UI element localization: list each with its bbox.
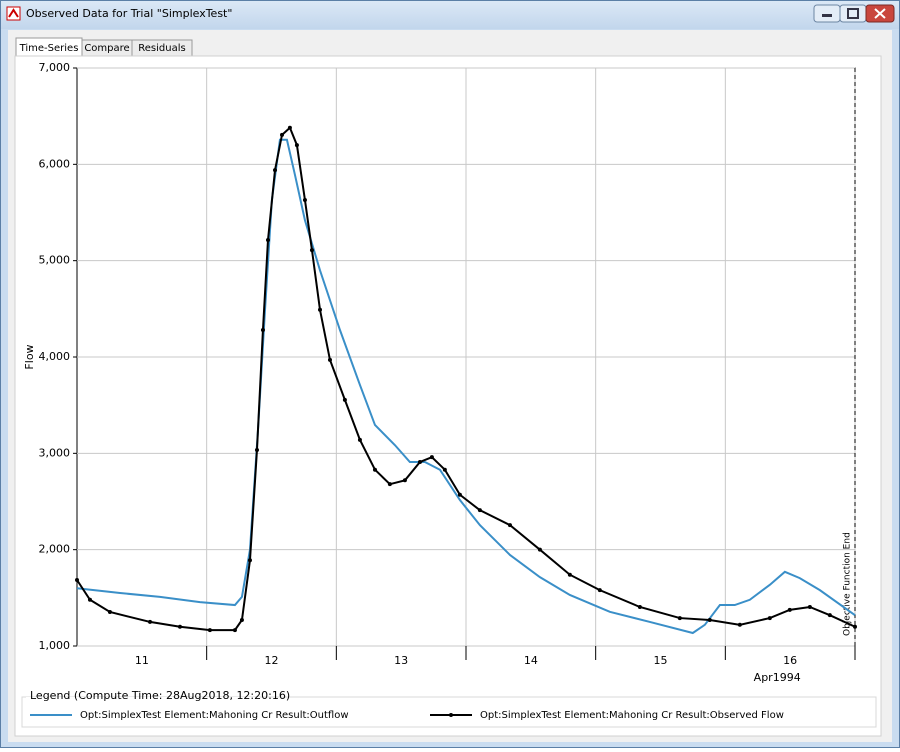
y-tick-label: 3,000 [39,446,71,459]
point-marker [317,307,322,312]
point-marker [207,628,212,633]
point-marker [707,617,712,622]
point-marker [597,588,602,593]
tab-label[interactable]: Compare [84,43,129,54]
x-tick-label: 12 [265,654,279,667]
y-tick-label: 6,000 [39,157,71,170]
minimize-button[interactable] [813,4,841,23]
point-marker [148,619,153,624]
legend-title: Legend (Compute Time: 28Aug2018, 12:20:1… [30,689,290,702]
legend-title-gap [26,697,260,698]
point-marker [107,609,112,614]
x-tick-label: 16 [783,654,797,667]
y-axis-label: Flow [23,344,36,369]
point-marker [737,622,742,627]
x-tick-label: 13 [394,654,408,667]
window-title: Observed Data for Trial "SimplexTest" [26,7,232,20]
point-marker [537,547,542,552]
point-marker [429,455,434,460]
y-tick-label: 4,000 [39,350,71,363]
maximize-button[interactable] [839,4,867,23]
legend-marker [449,713,453,717]
point-marker [387,482,392,487]
point-marker [265,237,270,242]
point-marker [287,125,292,130]
tab-label[interactable]: Residuals [138,43,185,54]
point-marker [239,617,244,622]
point-marker [417,460,422,465]
point-marker [247,558,252,563]
point-marker [75,578,79,583]
point-marker [254,447,259,452]
y-tick-label: 2,000 [39,543,71,556]
x-axis-label: Apr1994 [754,671,801,684]
title-bar [1,1,899,29]
point-marker [177,624,182,629]
legend-label: Opt:SimplexTest Element:Mahoning Cr Resu… [480,710,784,721]
point-marker [260,328,265,333]
y-tick-label: 7,000 [39,61,71,74]
point-marker [309,248,314,253]
point-marker [273,168,278,173]
x-tick-label: 11 [135,654,149,667]
point-marker [442,467,447,472]
point-marker [853,624,857,629]
maximize-glyph [847,8,859,19]
minimize-glyph [822,14,832,17]
point-marker [280,132,285,137]
y-tick-label: 1,000 [39,639,71,652]
x-tick-label: 14 [524,654,538,667]
point-marker [677,616,682,621]
point-marker [302,197,307,202]
x-tick-label: 15 [654,654,668,667]
point-marker [807,604,812,609]
point-marker [372,467,377,472]
point-marker [507,523,512,528]
point-marker [357,437,362,442]
close-glyph [874,8,886,19]
legend-box [21,696,877,728]
point-marker [457,492,462,497]
point-marker [787,607,792,612]
point-marker [567,572,572,577]
point-marker [87,597,92,602]
point-marker [402,478,407,483]
legend-label: Opt:SimplexTest Element:Mahoning Cr Resu… [80,710,349,721]
point-marker [342,397,347,402]
point-marker [232,628,237,633]
point-marker [637,604,642,609]
point-marker [294,143,299,148]
point-marker [327,357,332,362]
point-marker [827,613,832,618]
y-tick-label: 5,000 [39,254,71,267]
app-icon-glyph [8,8,19,18]
point-marker [477,508,482,513]
tab-label[interactable]: Time-Series [19,43,79,54]
annotation-text: Objective Function End [843,532,853,636]
point-marker [767,616,772,621]
